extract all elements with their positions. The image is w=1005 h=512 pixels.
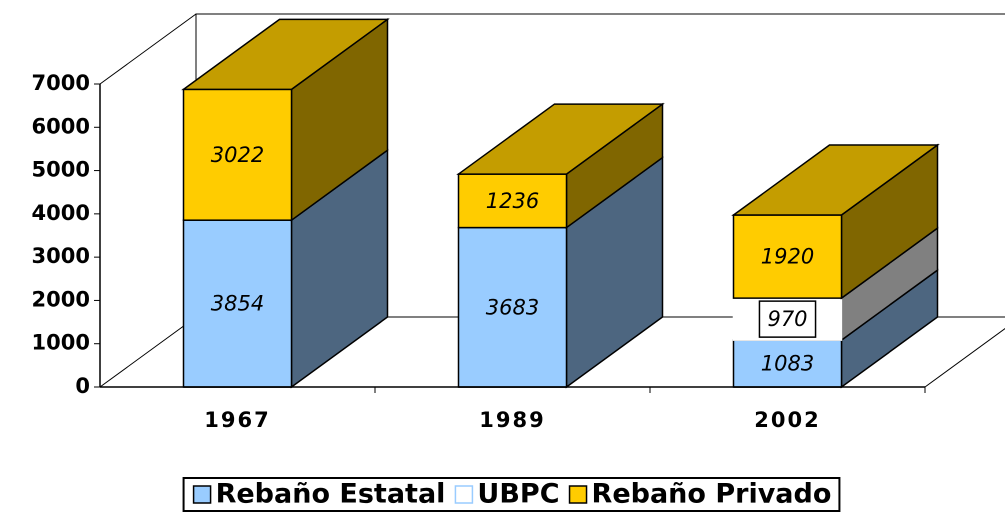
bar	[732, 214, 843, 299]
bar-top	[181, 18, 390, 91]
legend-swatch	[192, 485, 212, 504]
floor-edge	[924, 328, 1005, 388]
legend	[182, 477, 841, 512]
bar	[182, 219, 293, 388]
y-tick-label: 2000	[32, 287, 90, 311]
bar-outline	[183, 386, 292, 388]
back-wall-edge	[99, 13, 197, 85]
x-tick-label: 1989	[479, 408, 545, 432]
y-tick-label: 1000	[32, 331, 90, 355]
y-tick-label: 3000	[32, 244, 90, 268]
legend-swatch	[568, 485, 588, 504]
legend-swatch	[454, 485, 474, 504]
y-tick-label: 7000	[32, 71, 90, 95]
bar	[732, 297, 843, 341]
y-tick-label: 4000	[32, 201, 90, 225]
bar	[182, 88, 293, 221]
bar	[457, 226, 568, 388]
bar-top	[456, 103, 665, 175]
data-label: 1083	[761, 352, 814, 376]
data-label: 3854	[211, 292, 264, 316]
y-tick-label: 0	[75, 374, 90, 398]
data-label: 3683	[486, 295, 539, 319]
data-label-box	[758, 300, 817, 338]
bar-outline	[458, 386, 567, 388]
legend-label: Rebaño Privado	[592, 479, 832, 510]
x-tick-label: 2002	[754, 408, 820, 432]
y-tick-label: 6000	[32, 114, 90, 138]
bar	[457, 173, 568, 229]
legend-label: Rebaño Estatal	[216, 479, 446, 510]
legend-label: UBPC	[477, 479, 559, 510]
y-tick-label: 5000	[32, 158, 90, 182]
bar-top	[731, 144, 940, 216]
x-tick-label: 1967	[204, 408, 270, 432]
data-label: 1920	[761, 245, 814, 269]
bar-outline	[733, 386, 842, 388]
bar	[732, 339, 843, 388]
data-label: 1236	[486, 189, 539, 213]
data-label: 3022	[211, 143, 264, 167]
data-label: 970	[767, 307, 807, 331]
